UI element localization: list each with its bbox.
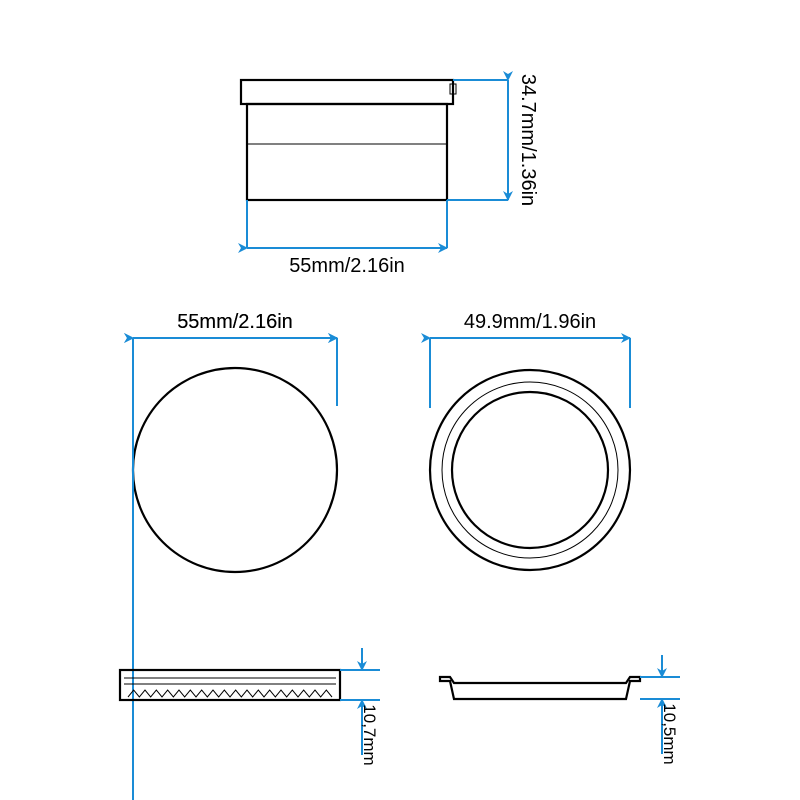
part-lid-side	[120, 670, 340, 700]
dim-label: 55mm/2.16in	[289, 255, 405, 277]
part-base-side	[440, 677, 640, 699]
dim-label: 10,5mm	[660, 703, 679, 764]
part-lid-top	[133, 368, 337, 572]
part-base-ring	[430, 370, 630, 570]
part-side-view	[241, 80, 456, 200]
dim-label: 55mm/2.16in	[177, 311, 293, 333]
dim-label: 10,7mm	[360, 704, 379, 765]
dim-label: 34.7mm/1.36in	[517, 74, 539, 206]
dim-label: 49.9mm/1.96in	[464, 311, 596, 333]
